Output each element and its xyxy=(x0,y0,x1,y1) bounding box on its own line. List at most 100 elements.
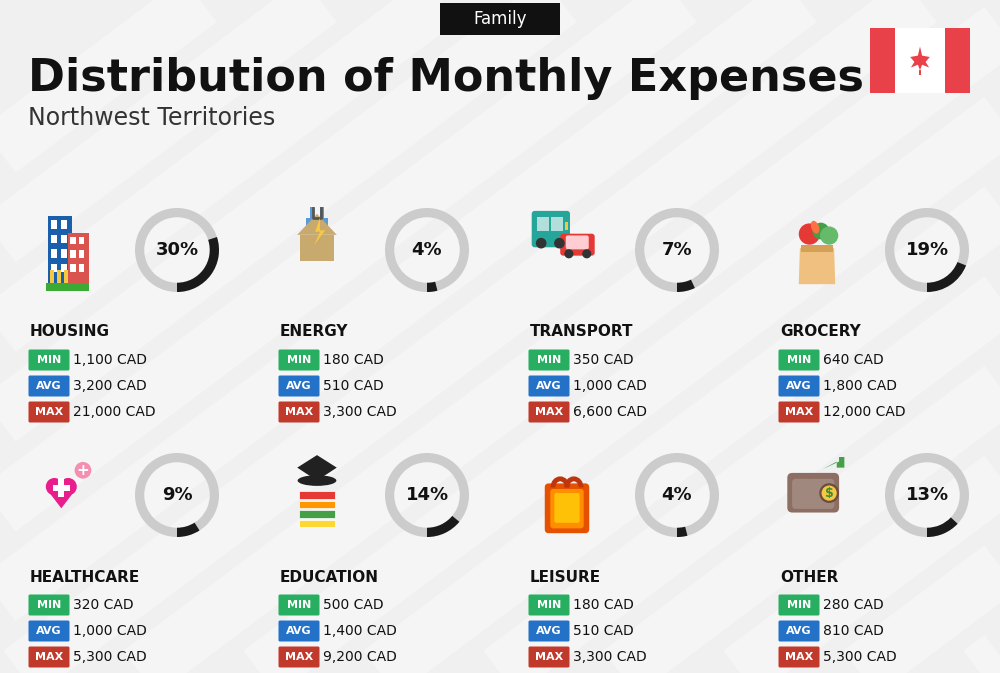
Text: MIN: MIN xyxy=(537,355,561,365)
Text: AVG: AVG xyxy=(36,381,62,391)
Text: 180 CAD: 180 CAD xyxy=(573,598,634,612)
Text: 13%: 13% xyxy=(905,486,949,504)
Text: MAX: MAX xyxy=(35,407,63,417)
Text: 7%: 7% xyxy=(662,241,692,259)
Text: 30%: 30% xyxy=(155,241,199,259)
Bar xyxy=(299,491,335,499)
Text: 1,400 CAD: 1,400 CAD xyxy=(323,624,397,638)
Wedge shape xyxy=(677,527,687,537)
FancyBboxPatch shape xyxy=(28,621,70,641)
Bar xyxy=(68,233,89,284)
FancyBboxPatch shape xyxy=(28,376,70,396)
FancyBboxPatch shape xyxy=(545,483,589,533)
Bar xyxy=(945,28,970,93)
Wedge shape xyxy=(635,453,719,537)
Bar xyxy=(61,220,67,229)
Text: LEISURE: LEISURE xyxy=(530,569,601,584)
Text: 810 CAD: 810 CAD xyxy=(823,624,884,638)
Circle shape xyxy=(819,483,839,503)
Bar xyxy=(46,283,89,291)
Text: 21,000 CAD: 21,000 CAD xyxy=(73,405,156,419)
Wedge shape xyxy=(135,208,219,292)
Bar xyxy=(300,235,334,261)
Bar xyxy=(61,235,67,243)
FancyBboxPatch shape xyxy=(787,473,839,513)
Text: Distribution of Monthly Expenses: Distribution of Monthly Expenses xyxy=(28,57,864,100)
Bar xyxy=(299,501,335,508)
FancyBboxPatch shape xyxy=(278,402,320,423)
Ellipse shape xyxy=(298,475,336,486)
Text: 9,200 CAD: 9,200 CAD xyxy=(323,650,397,664)
FancyBboxPatch shape xyxy=(550,489,584,528)
Circle shape xyxy=(582,249,591,258)
Text: MIN: MIN xyxy=(787,355,811,365)
Circle shape xyxy=(75,462,91,479)
Text: HEALTHCARE: HEALTHCARE xyxy=(30,569,140,584)
Text: Family: Family xyxy=(473,10,527,28)
Text: 510 CAD: 510 CAD xyxy=(573,624,634,638)
Text: MAX: MAX xyxy=(535,407,563,417)
Text: MIN: MIN xyxy=(287,355,311,365)
Bar xyxy=(565,221,568,230)
Text: MIN: MIN xyxy=(37,600,61,610)
Circle shape xyxy=(822,485,837,501)
FancyBboxPatch shape xyxy=(778,594,820,616)
Text: 19%: 19% xyxy=(905,241,949,259)
FancyBboxPatch shape xyxy=(792,479,834,509)
Wedge shape xyxy=(135,453,219,537)
Text: HOUSING: HOUSING xyxy=(30,324,110,339)
Text: 500 CAD: 500 CAD xyxy=(323,598,384,612)
Wedge shape xyxy=(177,237,219,292)
Wedge shape xyxy=(427,282,437,292)
FancyBboxPatch shape xyxy=(278,621,320,641)
FancyBboxPatch shape xyxy=(778,402,820,423)
Text: AVG: AVG xyxy=(786,626,812,636)
Bar xyxy=(79,264,84,272)
FancyBboxPatch shape xyxy=(528,621,570,641)
Wedge shape xyxy=(635,208,719,292)
Bar xyxy=(51,235,57,243)
Bar xyxy=(70,264,76,272)
Bar xyxy=(51,220,57,229)
Text: MAX: MAX xyxy=(535,652,563,662)
Text: MIN: MIN xyxy=(537,600,561,610)
Text: 5,300 CAD: 5,300 CAD xyxy=(823,650,897,664)
Text: AVG: AVG xyxy=(286,626,312,636)
Text: 3,200 CAD: 3,200 CAD xyxy=(73,379,147,393)
Bar xyxy=(58,478,64,497)
Wedge shape xyxy=(677,280,695,292)
FancyBboxPatch shape xyxy=(528,594,570,616)
Text: MAX: MAX xyxy=(35,652,63,662)
Circle shape xyxy=(46,478,63,495)
FancyBboxPatch shape xyxy=(278,349,320,371)
Text: 640 CAD: 640 CAD xyxy=(823,353,884,367)
Text: MAX: MAX xyxy=(785,407,813,417)
Text: 4%: 4% xyxy=(662,486,692,504)
Circle shape xyxy=(59,478,77,495)
Circle shape xyxy=(820,226,838,245)
FancyBboxPatch shape xyxy=(528,402,570,423)
Text: 510 CAD: 510 CAD xyxy=(323,379,384,393)
FancyBboxPatch shape xyxy=(528,376,570,396)
Circle shape xyxy=(536,238,546,248)
Text: $: $ xyxy=(825,487,834,499)
Text: AVG: AVG xyxy=(536,381,562,391)
Text: AVG: AVG xyxy=(286,381,312,391)
Text: MAX: MAX xyxy=(285,407,313,417)
Bar xyxy=(537,217,549,231)
Text: 5,300 CAD: 5,300 CAD xyxy=(73,650,147,664)
Circle shape xyxy=(554,238,565,248)
Text: 6,600 CAD: 6,600 CAD xyxy=(573,405,647,419)
Text: AVG: AVG xyxy=(36,626,62,636)
FancyBboxPatch shape xyxy=(778,647,820,668)
Text: 1,000 CAD: 1,000 CAD xyxy=(73,624,147,638)
FancyBboxPatch shape xyxy=(554,493,580,523)
FancyBboxPatch shape xyxy=(532,211,570,247)
Bar xyxy=(50,270,54,283)
Wedge shape xyxy=(427,516,459,537)
Ellipse shape xyxy=(811,221,819,234)
Text: 14%: 14% xyxy=(405,486,449,504)
Wedge shape xyxy=(885,208,969,292)
Text: 12,000 CAD: 12,000 CAD xyxy=(823,405,906,419)
Text: GROCERY: GROCERY xyxy=(780,324,861,339)
